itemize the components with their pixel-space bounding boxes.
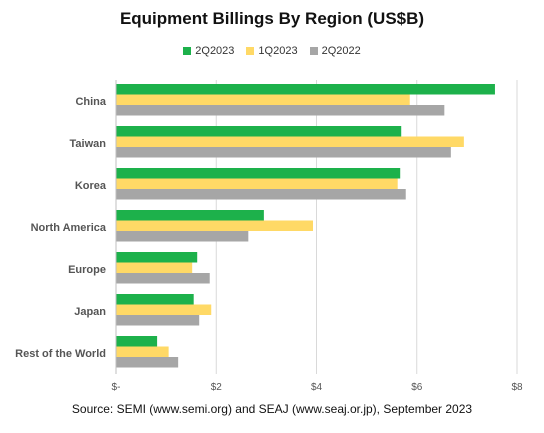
category-label-2: Taiwan	[70, 138, 107, 150]
category-label-1: China	[75, 96, 106, 108]
legend-swatch-series-1	[183, 47, 192, 55]
bar-3-2	[116, 147, 451, 158]
bar-3-7	[116, 357, 179, 368]
chart-title: Equipment Billings By Region (US$B)	[119, 9, 425, 28]
category-label-3: Korea	[75, 180, 107, 192]
category-label-5: Europe	[68, 264, 106, 276]
bar-3-4	[116, 231, 249, 242]
legend-label-series-3: 2Q2022	[321, 45, 361, 57]
legend: 2Q2023 1Q2023 2Q2022	[0, 45, 544, 57]
bar-1-3	[116, 168, 401, 179]
x-tick-label-1: $2	[211, 382, 223, 393]
category-label-4: North America	[31, 222, 107, 234]
legend-swatch-series-2	[246, 47, 255, 55]
bar-3-6	[116, 315, 200, 326]
x-tick-label-3: $6	[411, 382, 423, 393]
source-note: Source: SEMI (www.semi.org) and SEAJ (ww…	[71, 402, 473, 416]
legend-swatch-series-3	[309, 47, 318, 55]
legend-item-series-1: 2Q2023	[183, 45, 234, 57]
legend-item-series-3: 2Q2022	[309, 45, 361, 57]
bar-3-5	[116, 273, 210, 284]
bar-1-1	[116, 84, 495, 95]
bar-1-5	[116, 252, 198, 263]
bar-1-6	[116, 294, 194, 305]
bar-1-4	[116, 210, 264, 221]
bar-2-4	[116, 220, 313, 231]
bar-2-2	[116, 136, 464, 147]
bar-2-7	[116, 346, 169, 357]
bar-1-2	[116, 126, 402, 137]
bar-2-5	[116, 262, 193, 273]
category-label-6: Japan	[74, 306, 106, 318]
bar-3-1	[116, 105, 445, 116]
category-label-7: Rest of the World	[15, 348, 106, 360]
bar-2-6	[116, 304, 212, 315]
bar-chart-plot: China Taiwan Korea North America Europe Japan…	[15, 80, 523, 393]
x-tick-label-0: $-	[112, 382, 121, 393]
bar-2-3	[116, 178, 398, 189]
legend-label-series-1: 2Q2023	[195, 45, 235, 57]
bar-2-1	[116, 94, 410, 105]
bar-3-3	[116, 189, 406, 200]
legend-label-series-2: 1Q2023	[258, 45, 298, 57]
x-tick-label-2: $4	[311, 382, 323, 393]
bar-1-7	[116, 336, 158, 347]
legend-item-series-2: 1Q2023	[246, 45, 298, 57]
x-tick-label-4: $8	[511, 382, 523, 393]
